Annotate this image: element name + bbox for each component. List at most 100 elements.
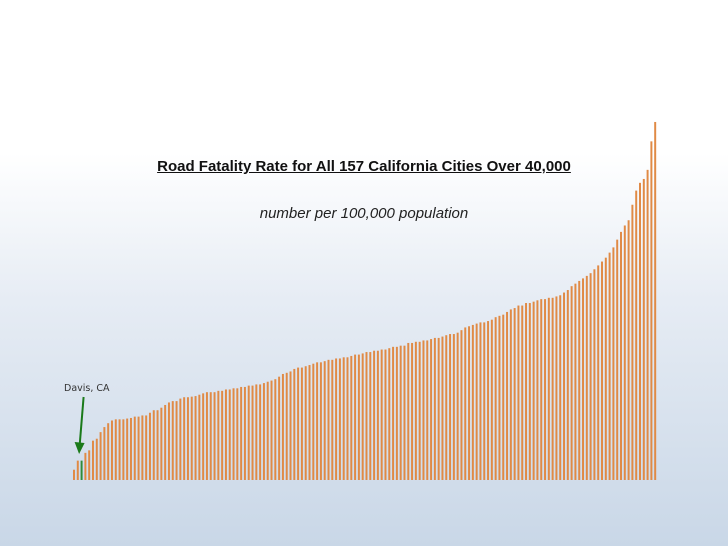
bar — [186, 397, 189, 480]
arrow-line — [78, 396, 85, 447]
bar — [316, 362, 319, 480]
bar — [623, 225, 626, 480]
bar — [449, 334, 452, 480]
bar — [456, 332, 459, 480]
bar — [563, 292, 566, 480]
bar — [137, 416, 140, 480]
bar — [95, 438, 98, 480]
bar — [327, 359, 330, 480]
davis-ca-annotation: Davis, CA — [64, 383, 110, 394]
bar — [262, 383, 265, 480]
bar — [198, 394, 201, 480]
bar — [114, 419, 117, 480]
bar — [266, 381, 269, 480]
bar — [304, 366, 307, 480]
bar — [274, 379, 277, 480]
bar — [171, 401, 174, 480]
bar — [300, 367, 303, 480]
bar — [217, 390, 220, 480]
bar — [585, 275, 588, 480]
bar — [350, 355, 353, 480]
bar — [551, 297, 554, 480]
bar — [205, 392, 208, 480]
bar — [118, 419, 121, 480]
bar — [236, 388, 239, 480]
bar — [145, 415, 148, 480]
bar — [232, 388, 235, 480]
bar — [620, 231, 622, 480]
bar — [164, 404, 167, 480]
bar — [525, 303, 528, 480]
bar — [407, 342, 410, 480]
bar — [251, 385, 254, 480]
bar — [289, 371, 292, 480]
bar — [202, 393, 205, 480]
bar — [369, 352, 372, 480]
bar — [133, 416, 136, 480]
bar — [483, 322, 486, 480]
bar — [395, 346, 398, 480]
bar — [627, 220, 630, 480]
bar — [190, 396, 193, 480]
bar — [224, 389, 227, 480]
bar-davis-ca — [80, 460, 83, 480]
bar — [376, 350, 379, 480]
bar — [240, 386, 243, 480]
bar — [259, 384, 262, 480]
bar — [582, 278, 585, 480]
bar — [559, 295, 562, 480]
bar — [540, 299, 543, 480]
bar — [297, 367, 300, 480]
bar — [487, 321, 490, 480]
bar — [498, 315, 501, 480]
bar — [597, 265, 600, 480]
bar — [547, 297, 550, 480]
bar — [445, 335, 448, 480]
bar — [490, 319, 493, 480]
bar — [122, 419, 125, 480]
bar — [536, 300, 539, 480]
bar — [209, 392, 212, 480]
bar — [380, 349, 383, 480]
bar — [281, 373, 284, 480]
bar — [323, 361, 326, 480]
bar — [601, 261, 603, 480]
bar — [570, 286, 573, 480]
bar — [357, 354, 360, 480]
bar — [84, 452, 87, 480]
bar — [532, 301, 535, 480]
bar — [270, 380, 273, 480]
bar — [76, 460, 79, 480]
bar — [152, 410, 155, 480]
bar-series — [73, 121, 657, 481]
bar — [285, 372, 288, 480]
arrow-head — [74, 442, 85, 454]
bar — [635, 190, 638, 480]
chart-subtitle: number per 100,000 population — [259, 205, 469, 222]
bar — [437, 337, 440, 480]
bar — [502, 314, 505, 480]
bar — [604, 257, 607, 480]
bar — [517, 305, 520, 480]
bar — [616, 239, 619, 480]
bar — [107, 423, 110, 480]
bar — [354, 354, 357, 480]
bar — [399, 345, 402, 480]
bar — [160, 407, 163, 480]
bar — [528, 303, 531, 480]
bar — [384, 349, 387, 480]
bar — [331, 359, 334, 480]
bar — [593, 269, 596, 480]
bar — [103, 427, 106, 480]
bar — [91, 440, 94, 480]
bar — [441, 336, 444, 480]
bar — [156, 410, 159, 480]
bar — [426, 340, 429, 480]
bar — [335, 358, 338, 480]
bar — [494, 317, 497, 480]
bar — [342, 357, 345, 480]
bar — [509, 309, 512, 480]
bar — [513, 308, 516, 480]
bar — [654, 121, 657, 480]
chart-title: Road Fatality Rate for All 157 Californi… — [157, 158, 571, 175]
